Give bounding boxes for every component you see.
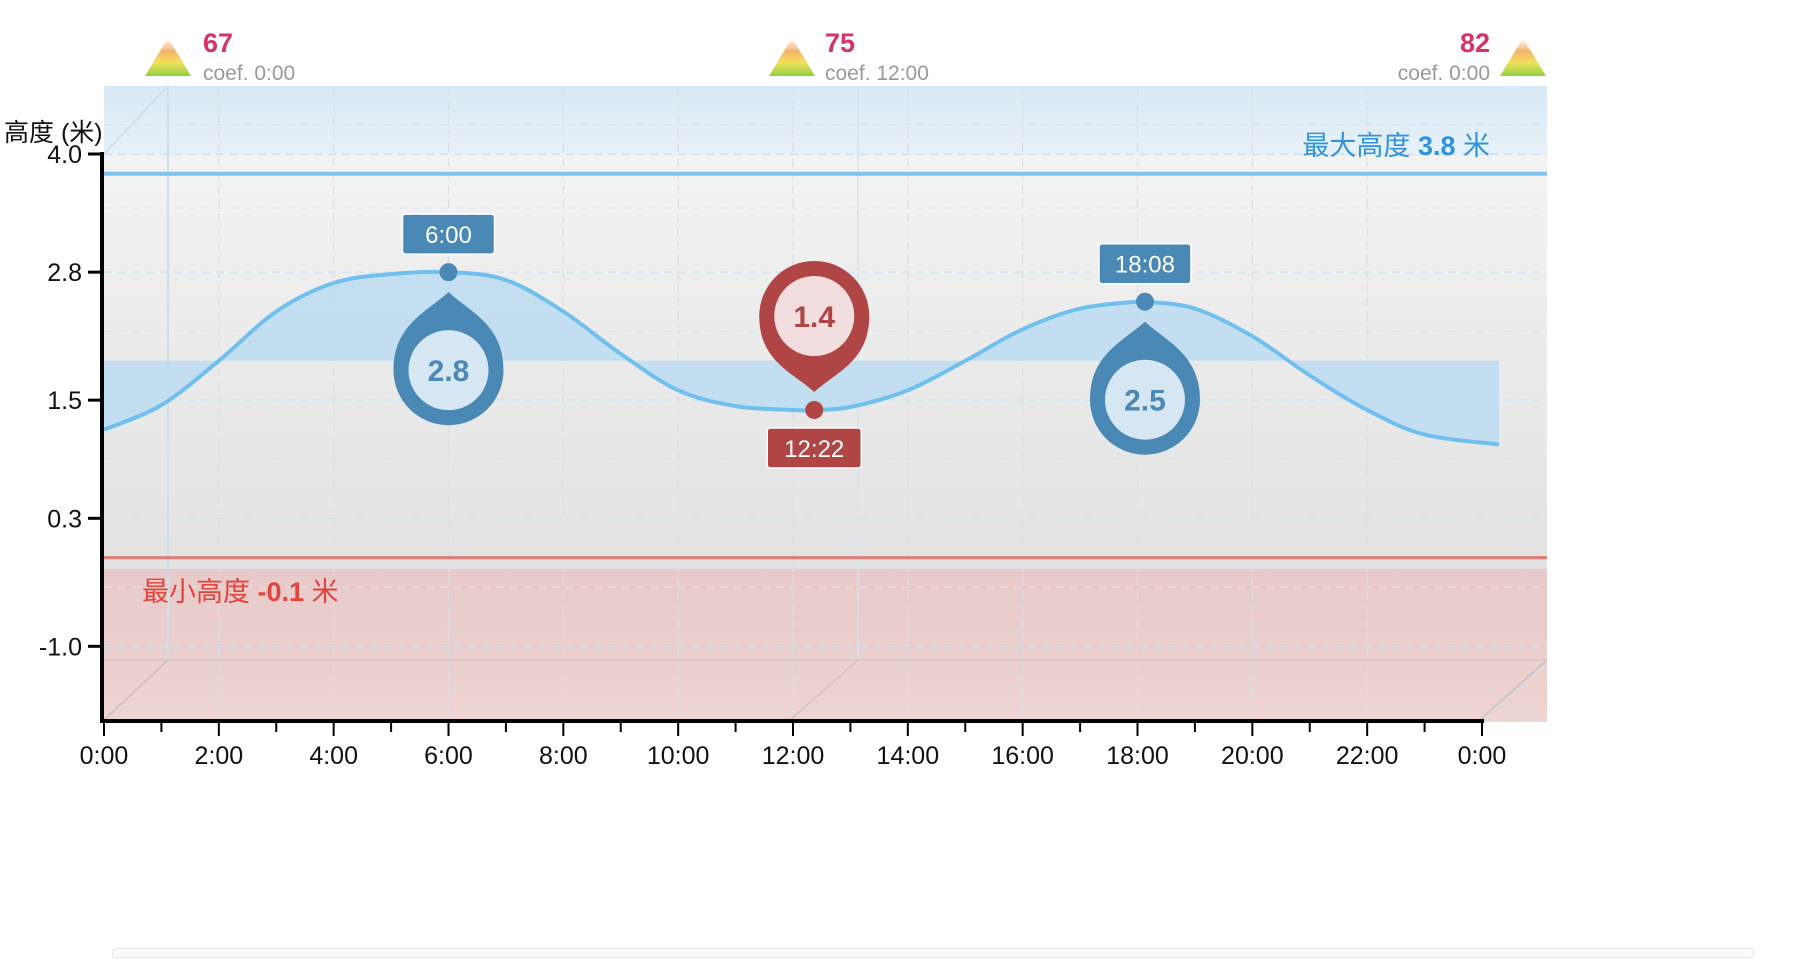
- x-tick-label: 22:00: [1336, 742, 1399, 770]
- drop-pin-inner: [1104, 359, 1185, 440]
- coefficient-item: 75 coef. 12:00: [769, 28, 929, 85]
- max-height-value: 3.8: [1418, 131, 1456, 161]
- top-band: [104, 86, 1547, 158]
- low-tide-marker: 1.4 12:22: [759, 260, 870, 469]
- axes: 高度 (米)4.0 2.8 1.5 0.3 -1.0 0:00 2:00 4:00 6:00 8:…: [4, 119, 1506, 770]
- drop-pin-inner: [408, 330, 489, 411]
- coefficient-triangle-icon: [145, 38, 191, 76]
- coefficient-triangle-icon: [1500, 38, 1546, 76]
- coefficients: 67 coef. 0:00 75 coef. 12:00 82 coef. 0:00: [145, 28, 1546, 85]
- x-tick-label: 20:00: [1221, 742, 1284, 770]
- coefficient-value: 82: [1460, 28, 1490, 58]
- time-label: 18:08: [1115, 252, 1175, 279]
- time-label: 6:00: [425, 222, 472, 249]
- min-zone: [104, 569, 1547, 722]
- drop-pin-inner: [774, 275, 855, 356]
- y-tick-label: 1.5: [47, 387, 82, 415]
- coefficient-label: coef. 0:00: [203, 62, 295, 85]
- max-height-suffix: 米: [1455, 131, 1490, 161]
- time-label-box: [1098, 242, 1192, 285]
- high-tide-marker: 18:08 2.5: [1089, 242, 1200, 455]
- x-tick-label: 4:00: [309, 742, 358, 770]
- min-height-label: 最小高度 -0.1 米: [142, 577, 339, 607]
- x-tick-label: 14:00: [877, 742, 940, 770]
- coefficient-label: coef. 12:00: [825, 62, 929, 85]
- coefficient-value: 67: [203, 28, 233, 58]
- extreme-value-label: 1.4: [793, 301, 835, 334]
- x-tick-label: 0:00: [1458, 742, 1507, 770]
- time-label-box: [766, 427, 862, 469]
- x-tick-label: 18:00: [1106, 742, 1169, 770]
- extreme-point: [439, 263, 458, 282]
- time-label-box: [401, 213, 496, 255]
- y-tick-label: 4.0: [47, 141, 82, 169]
- y-axis-title: 高度 (米): [4, 119, 103, 147]
- x-tick-label: 16:00: [991, 742, 1054, 770]
- max-height-prefix: 最大高度: [1302, 131, 1418, 161]
- coefficient-item: 82 coef. 0:00: [1398, 28, 1546, 85]
- extreme-point: [1135, 292, 1154, 311]
- x-tick-label: 2:00: [194, 742, 243, 770]
- x-tick-label: 12:00: [762, 742, 825, 770]
- y-tick-label: -1.0: [39, 633, 82, 661]
- min-height-prefix: 最小高度: [142, 577, 258, 607]
- extreme-point: [805, 400, 824, 419]
- coefficient-label: coef. 0:00: [1398, 62, 1490, 85]
- x-tick-label: 6:00: [424, 742, 473, 770]
- x-tick-label: 8:00: [539, 742, 588, 770]
- extreme-value-label: 2.5: [1124, 385, 1166, 418]
- extreme-value-label: 2.8: [428, 355, 470, 388]
- time-label: 12:22: [784, 436, 844, 463]
- high-tide-marker: 6:00 2.8: [393, 213, 504, 426]
- min-height-suffix: 米: [304, 577, 339, 607]
- coefficient-triangle-icon: [769, 38, 815, 76]
- extreme-markers: 6:00 2.8 1.4 12:22 18:08 2.5: [393, 213, 1200, 469]
- bottom-panel-edge: [112, 948, 1754, 958]
- y-tick-label: 0.3: [47, 505, 82, 533]
- y-tick-label: 2.8: [47, 259, 82, 287]
- min-height-value: -0.1: [258, 577, 305, 607]
- max-height-label: 最大高度 3.8 米: [1302, 131, 1490, 161]
- coefficient-value: 75: [825, 28, 855, 58]
- coefficient-item: 67 coef. 0:00: [145, 28, 295, 85]
- x-tick-label: 0:00: [80, 742, 129, 770]
- x-tick-label: 10:00: [647, 742, 710, 770]
